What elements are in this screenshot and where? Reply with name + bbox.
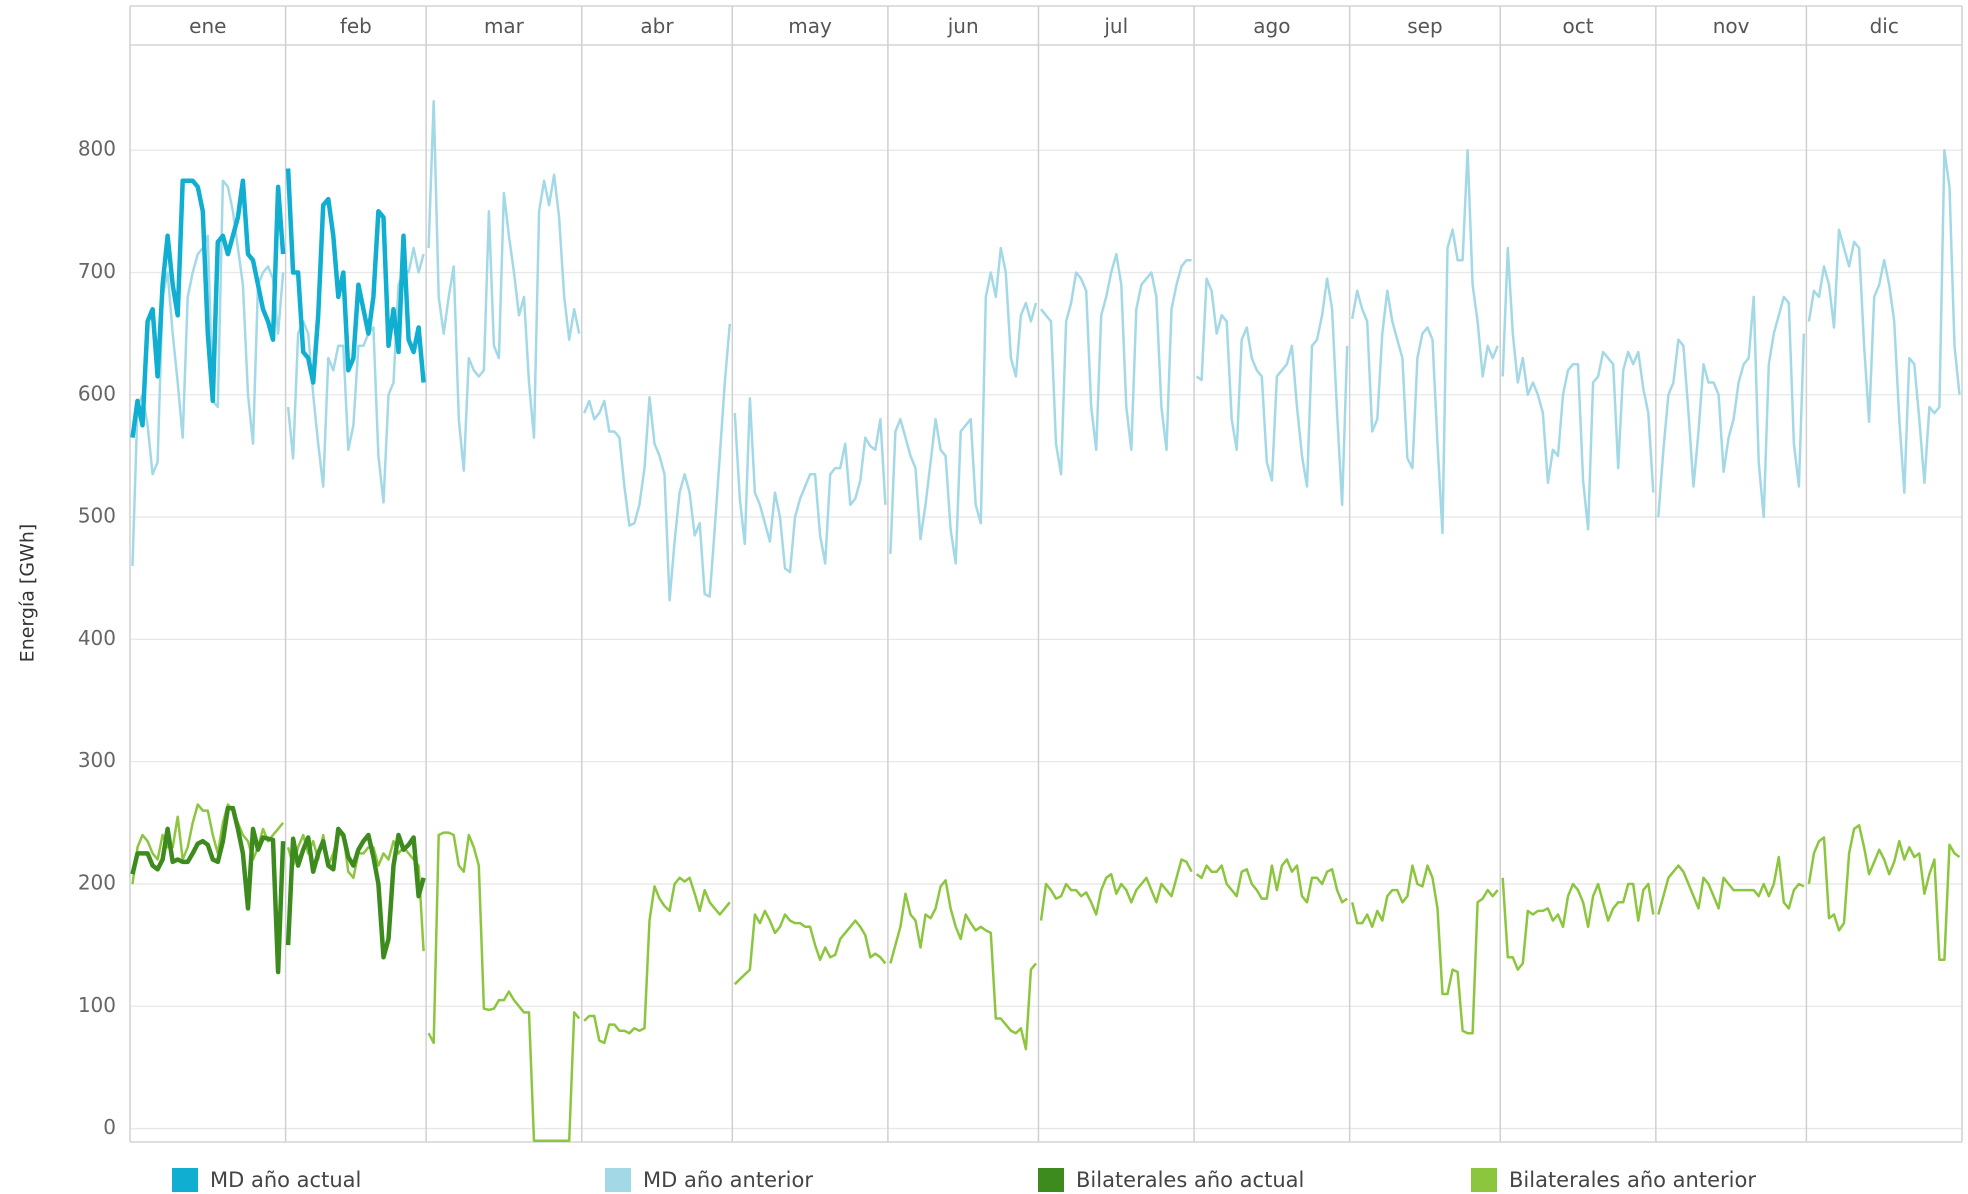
series-line bbox=[733, 397, 887, 574]
series-line bbox=[583, 876, 731, 1045]
series-line bbox=[889, 246, 1038, 565]
month-label: feb bbox=[340, 14, 372, 38]
legend-label: MD año actual bbox=[210, 1168, 361, 1192]
y-tick-label: 100 bbox=[78, 993, 116, 1017]
series-line bbox=[583, 323, 732, 602]
series-line bbox=[130, 178, 286, 438]
series-line bbox=[733, 909, 887, 986]
series-line bbox=[1040, 252, 1192, 476]
legend-label: Bilaterales año actual bbox=[1076, 1168, 1304, 1192]
y-tick-label: 300 bbox=[78, 748, 116, 772]
legend-swatch bbox=[605, 1168, 631, 1192]
series-line bbox=[1807, 148, 1961, 494]
series-line bbox=[1657, 855, 1805, 915]
month-label: ene bbox=[189, 14, 226, 38]
series-line bbox=[1195, 858, 1348, 904]
month-label: jul bbox=[1103, 14, 1128, 38]
series-line bbox=[1195, 277, 1349, 507]
month-label: dic bbox=[1870, 14, 1899, 38]
series-line bbox=[1501, 246, 1655, 531]
series-line bbox=[131, 179, 285, 567]
y-axis-title: Energía [GWh] bbox=[17, 524, 39, 663]
legend-swatch bbox=[1471, 1168, 1497, 1192]
y-tick-label: 400 bbox=[78, 626, 116, 650]
legend-label: Bilaterales año anterior bbox=[1509, 1168, 1756, 1192]
series-line bbox=[427, 831, 581, 1143]
month-label: nov bbox=[1713, 14, 1750, 38]
y-tick-label: 800 bbox=[78, 137, 116, 161]
y-tick-label: 600 bbox=[78, 381, 116, 405]
legend-swatch bbox=[1038, 1168, 1064, 1192]
month-label: ago bbox=[1253, 14, 1290, 38]
series-line bbox=[1501, 877, 1655, 971]
month-label: mar bbox=[484, 14, 525, 38]
legend-swatch bbox=[172, 1168, 198, 1192]
y-tick-label: 200 bbox=[78, 870, 116, 894]
series-line bbox=[130, 805, 286, 975]
series-line bbox=[889, 879, 1037, 1051]
y-tick-label: 0 bbox=[103, 1115, 116, 1139]
month-label: jun bbox=[947, 14, 979, 38]
month-label: abr bbox=[640, 14, 674, 38]
series-line bbox=[285, 826, 426, 960]
month-label: sep bbox=[1407, 14, 1442, 38]
y-tick-label: 500 bbox=[78, 504, 116, 528]
series-line bbox=[1657, 295, 1806, 519]
legend-label: MD año anterior bbox=[643, 1168, 813, 1192]
series-line bbox=[1350, 864, 1499, 1035]
y-tick-label: 700 bbox=[78, 259, 116, 283]
series-line bbox=[1350, 148, 1499, 535]
series-line bbox=[1039, 858, 1193, 921]
month-label: may bbox=[788, 14, 832, 38]
series-line bbox=[285, 168, 426, 385]
month-label: oct bbox=[1562, 14, 1593, 38]
series-line bbox=[1807, 824, 1961, 962]
series-line bbox=[427, 100, 581, 472]
